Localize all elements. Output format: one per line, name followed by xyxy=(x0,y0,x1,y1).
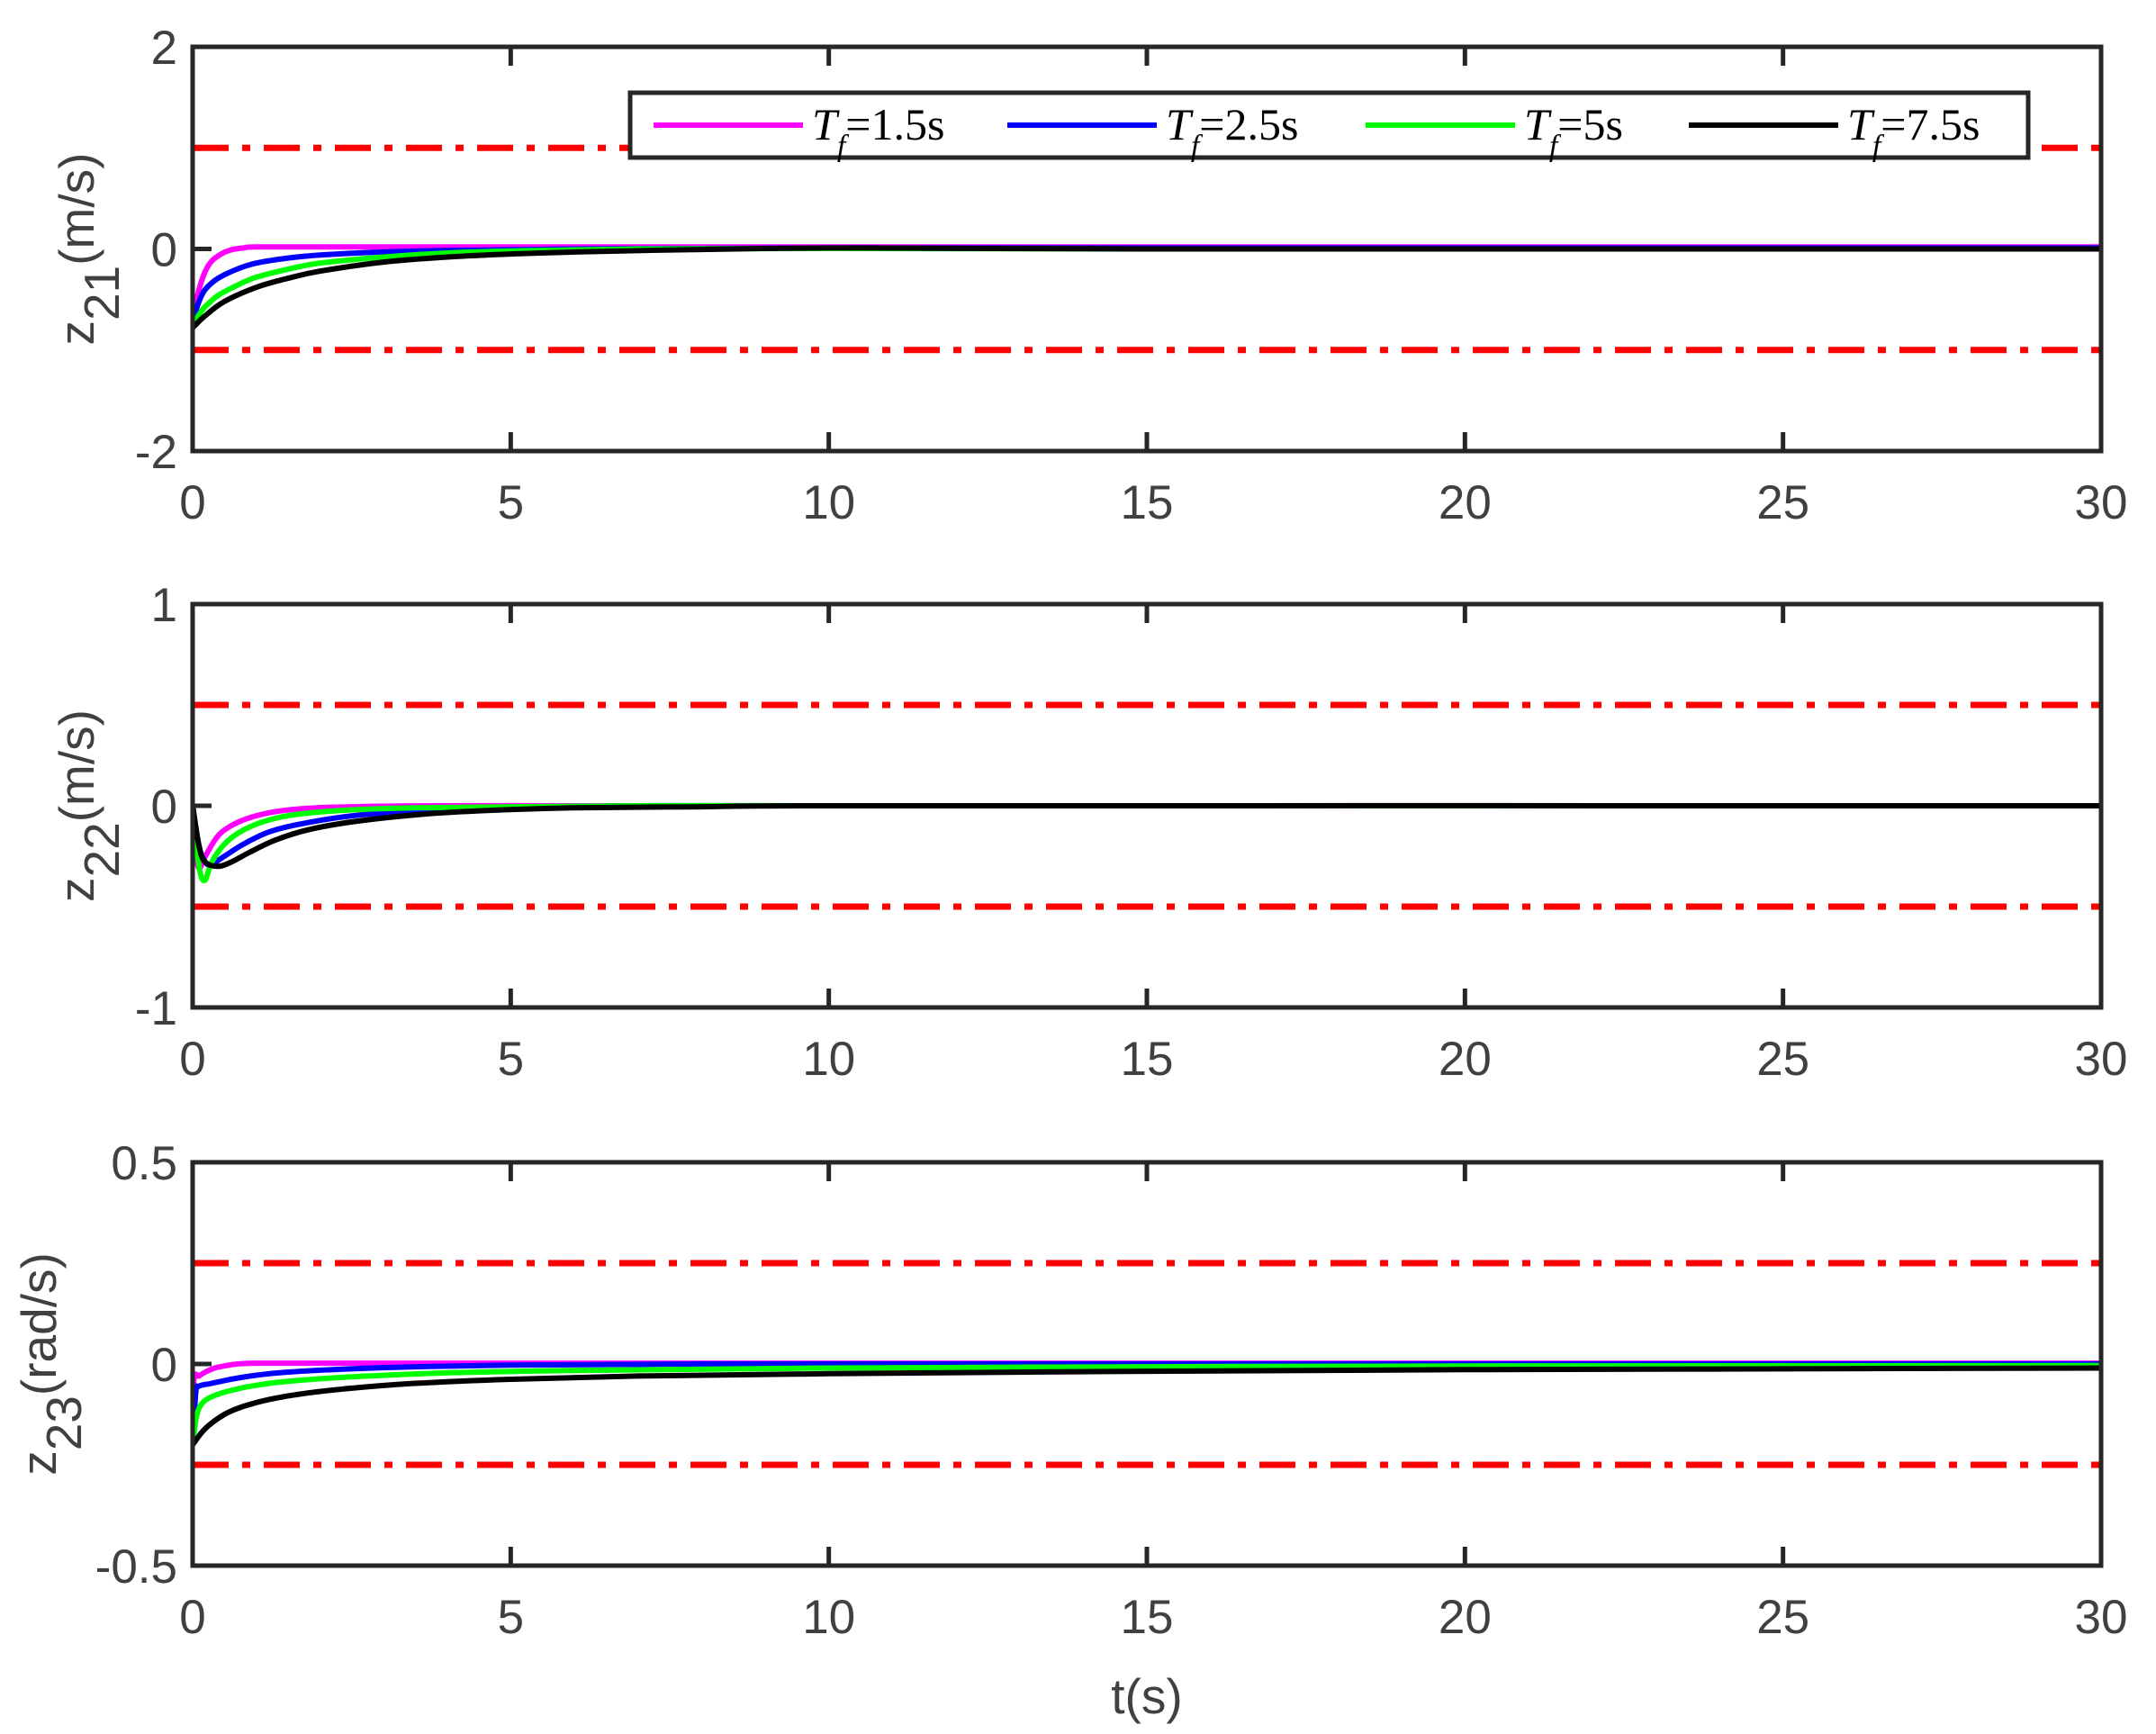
legend-item: Tf=5s xyxy=(1366,99,1623,163)
x-tick-label: 20 xyxy=(1439,1033,1492,1086)
x-tick-label: 5 xyxy=(498,476,524,529)
series-line-tf-7-5s xyxy=(193,245,2101,330)
series-line-tf-5s xyxy=(193,1362,2101,1445)
x-tick-label: 10 xyxy=(802,1591,855,1644)
x-axis-label: t(s) xyxy=(1111,1668,1182,1724)
y-tick-label: 0 xyxy=(151,781,177,834)
series-line-tf-1-5s xyxy=(193,802,2101,872)
x-tick-label: 25 xyxy=(1756,1591,1809,1644)
y-tick-label: 1 xyxy=(151,579,177,632)
series-lines xyxy=(193,802,2101,883)
x-tick-label: 30 xyxy=(2075,1033,2128,1086)
y-tick-label: -2 xyxy=(135,426,177,479)
legend-item: Tf=7.5s xyxy=(1689,99,1980,163)
series-line-tf-2-5s xyxy=(193,245,2101,329)
y-axis-label: z22(m/s) xyxy=(49,709,130,902)
x-tick-label: 20 xyxy=(1439,476,1492,529)
x-tick-label: 30 xyxy=(2075,476,2128,529)
legend-label: Tf=5s xyxy=(1524,99,1623,163)
x-tick-label: 0 xyxy=(179,1033,205,1086)
x-tick-label: 10 xyxy=(802,1033,855,1086)
y-tick-label: 0.5 xyxy=(111,1137,177,1190)
x-tick-label: 30 xyxy=(2075,1591,2128,1644)
y-axis-label: z21(m/s) xyxy=(49,153,130,346)
y-tick-label: 0 xyxy=(151,224,177,277)
x-tick-label: 25 xyxy=(1756,476,1809,529)
x-tick-label: 5 xyxy=(498,1591,524,1644)
bound-lines xyxy=(193,701,2101,910)
legend: Tf=1.5s Tf=2.5s Tf=5s Tf=7.5s xyxy=(627,90,2031,163)
series-line-tf-2-5s xyxy=(193,1360,2101,1445)
legend-item: Tf=1.5s xyxy=(654,99,944,163)
x-tick-label: 10 xyxy=(802,476,855,529)
legend-items: Tf=1.5s Tf=2.5s Tf=5s Tf=7.5s xyxy=(654,99,1980,163)
series-line-tf-1-5s xyxy=(193,244,2101,329)
x-tick-label: 0 xyxy=(179,1591,205,1644)
y-axis-label: z23(rad/s) xyxy=(11,1252,92,1476)
y-tick-label: 2 xyxy=(151,22,177,75)
x-tick-label: 15 xyxy=(1121,476,1174,529)
x-tick-label: 15 xyxy=(1121,1591,1174,1644)
series-line-tf-2-5s xyxy=(193,802,2101,868)
y-tick-label: -0.5 xyxy=(95,1540,177,1594)
series-line-tf-5s xyxy=(193,245,2101,330)
legend-label: Tf=7.5s xyxy=(1847,99,1980,163)
x-tick-label: 25 xyxy=(1756,1033,1809,1086)
y-tick-label: -1 xyxy=(135,982,177,1035)
x-tick-label: 5 xyxy=(498,1033,524,1086)
x-tick-label: 15 xyxy=(1121,1033,1174,1086)
series-lines xyxy=(193,1360,2101,1447)
x-tick-label: 0 xyxy=(179,476,205,529)
x-tick-label: 20 xyxy=(1439,1591,1492,1644)
series-line-tf-7-5s xyxy=(193,1365,2101,1447)
series-line-tf-7-5s xyxy=(193,802,2101,870)
y-tick-label: 0 xyxy=(151,1339,177,1392)
bound-lines xyxy=(193,1260,2101,1468)
series-line-tf-1-5s xyxy=(193,1360,2101,1445)
legend-label: Tf=1.5s xyxy=(812,99,944,163)
series-lines xyxy=(193,244,2101,330)
series-line-tf-5s xyxy=(193,802,2101,883)
